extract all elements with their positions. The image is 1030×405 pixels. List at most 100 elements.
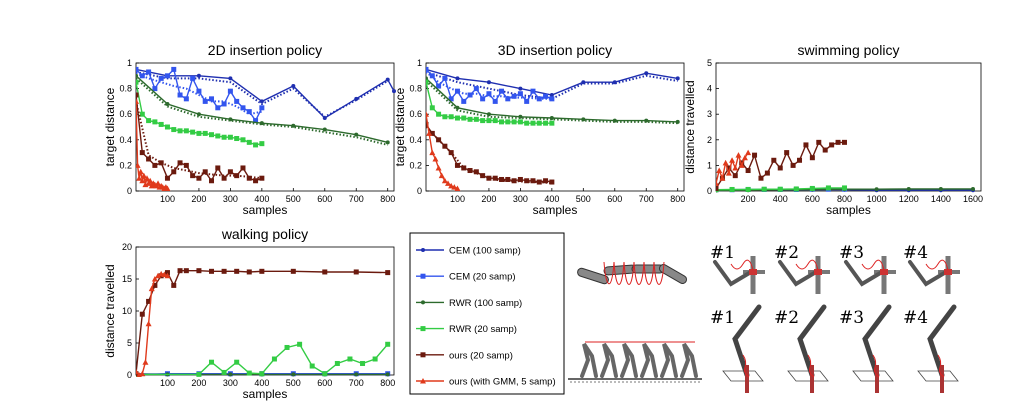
data-point-ours20	[771, 157, 777, 163]
insertion-3d-arm	[852, 304, 894, 393]
y-tick-label: 0	[417, 186, 422, 196]
insertion-2d-arm	[778, 256, 830, 294]
insertion-3d-arm	[917, 304, 959, 393]
data-point-cem20	[259, 105, 265, 111]
data-point-rwr20	[309, 363, 315, 369]
data-point-rwr20	[202, 130, 208, 136]
data-point-cem100	[644, 71, 649, 76]
x-tick-label: 800	[380, 194, 395, 204]
data-point-cem20	[227, 88, 233, 94]
data-point-rwr20	[473, 116, 479, 122]
data-point-ours20	[136, 92, 139, 98]
data-point-gmm	[137, 168, 144, 175]
data-point-gmm	[140, 172, 147, 179]
data-point-rwr100	[385, 372, 390, 377]
insertion-3d-arm	[722, 304, 764, 393]
chart-title: swimming policy	[798, 42, 900, 58]
data-point-ours20	[183, 268, 189, 274]
data-point-rwr20	[297, 341, 303, 347]
data-point-ours20	[139, 150, 145, 156]
data-point-rwr20	[347, 356, 353, 362]
x-tick-label: 600	[607, 194, 622, 204]
data-point-ours20	[259, 268, 265, 274]
data-point-gmm	[722, 159, 729, 166]
data-point-gmm	[445, 180, 452, 186]
data-point-ours20	[158, 160, 164, 166]
illustration-label: #3	[839, 243, 864, 263]
x-tick-label: 1400	[931, 194, 951, 204]
legend-box	[409, 232, 565, 395]
x-tick-label: 600	[317, 194, 332, 204]
data-point-rwr100	[165, 101, 170, 106]
data-point-ours20	[196, 268, 202, 274]
data-point-rwr100	[874, 187, 879, 192]
data-point-gmm	[161, 271, 168, 278]
x-axis-label: samples	[826, 203, 871, 217]
x-tick-label: 400	[254, 194, 269, 204]
data-point-ours20	[234, 268, 240, 274]
walker-figure	[600, 342, 618, 378]
data-point-cem20	[246, 109, 252, 115]
data-point-ours20	[177, 268, 183, 274]
data-point-ours20	[246, 175, 252, 181]
data-point-rwr20	[761, 186, 767, 192]
legend-marker-gmm	[420, 378, 426, 384]
data-point-gmm	[155, 272, 162, 279]
data-point-cem20	[171, 66, 177, 72]
data-point-ours20	[549, 179, 555, 185]
legend-label-rwr100: RWR (100 samp)	[449, 298, 522, 309]
data-point-ours20	[209, 178, 215, 184]
data-point-rwr20	[183, 128, 189, 134]
illustrations: #1 #2 #3 #4 #1 #2 #3 #4	[568, 243, 960, 393]
y-tick-label: 2	[707, 135, 712, 145]
illustration-label: #4	[903, 243, 928, 263]
x-tick-label: 800	[670, 194, 685, 204]
data-point-ours20	[139, 311, 145, 317]
data-point-ours20	[517, 176, 523, 182]
data-point-cem100	[385, 77, 390, 82]
data-point-ours20	[745, 168, 751, 174]
data-point-ours20	[803, 142, 809, 148]
data-point-ours20	[530, 178, 536, 184]
data-point-rwr20	[809, 185, 815, 191]
data-point-gmm	[448, 182, 455, 189]
data-point-rwr20	[505, 119, 511, 125]
data-point-gmm	[454, 185, 461, 191]
data-point-gmm	[142, 359, 149, 365]
data-point-cem20	[429, 73, 435, 79]
data-point-cem20	[202, 98, 208, 104]
data-point-ours20	[492, 175, 498, 181]
data-point-ours20	[183, 162, 189, 168]
plot-frame	[135, 246, 395, 376]
data-point-gmm	[451, 184, 458, 190]
data-point-rwr20	[246, 370, 252, 376]
x-axis-label: samples	[533, 203, 578, 217]
data-point-rwr20	[209, 359, 215, 365]
x-tick-label: 1000	[867, 194, 887, 204]
illustration-label: #3	[839, 308, 864, 328]
data-point-rwr20	[271, 356, 277, 362]
data-point-cem20	[549, 96, 555, 102]
data-point-rwr20	[259, 371, 265, 377]
y-tick-label: 0.2	[409, 160, 422, 170]
x-tick-label: 100	[160, 194, 175, 204]
data-point-rwr20	[492, 118, 498, 124]
y-axis-label: target distance	[103, 87, 117, 166]
y-tick-label: 0.6	[119, 109, 132, 119]
data-point-rwr100	[385, 140, 390, 145]
data-point-ours20	[777, 165, 783, 171]
data-point-rwr100	[196, 112, 201, 117]
data-point-rwr20	[543, 120, 549, 126]
data-point-rwr20	[745, 186, 751, 192]
y-tick-label: 0.2	[119, 160, 132, 170]
data-point-rwr20	[196, 371, 202, 377]
data-point-gmm	[738, 162, 745, 168]
data-point-gmm	[164, 272, 171, 279]
data-point-ours20	[246, 269, 252, 275]
data-point-gmm	[426, 130, 433, 136]
data-point-ours20	[829, 142, 835, 148]
y-tick-label: 0	[127, 186, 132, 196]
data-point-rwr100	[291, 372, 296, 377]
data-point-rwr20	[536, 120, 542, 126]
data-point-cem100	[196, 73, 201, 78]
